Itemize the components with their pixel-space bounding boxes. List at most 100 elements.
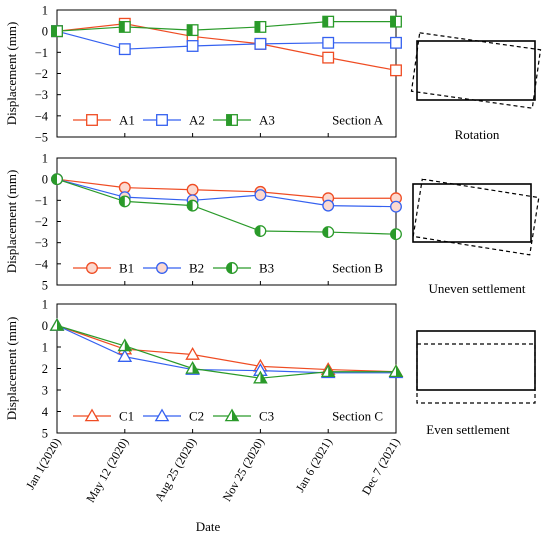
legend-entry-C2: C2 <box>143 408 204 424</box>
data-point <box>49 317 65 331</box>
data-point <box>322 226 335 239</box>
data-point <box>117 349 133 362</box>
x-tick-label: Nov 25 (2020) <box>220 436 267 504</box>
marker-square <box>156 114 168 126</box>
series-line <box>56 178 397 208</box>
y-tick-label: 1 <box>42 4 48 18</box>
data-point <box>186 183 199 196</box>
y-tick-label: −4 <box>35 257 49 271</box>
marker-square <box>254 37 267 50</box>
series-line <box>56 21 396 32</box>
legend-entry-B2: B2 <box>143 261 204 276</box>
x-tick-label: Dec 7 (2021) <box>359 435 403 497</box>
marker-square-fill <box>255 21 261 33</box>
marker-triangle-fill <box>232 409 239 421</box>
y-tick-label: 5 <box>42 427 48 441</box>
marker-triangle <box>154 408 170 422</box>
y-axis-label: Displacement (mm) <box>4 170 19 274</box>
data-point <box>118 20 131 33</box>
y-tick-label: −1 <box>35 46 48 60</box>
y-tick-label: −1 <box>35 194 48 208</box>
legend-label: A2 <box>189 113 205 128</box>
marker-triangle <box>84 408 100 422</box>
legend-label: B3 <box>259 261 274 276</box>
legend-entry-A2: A2 <box>143 113 205 128</box>
y-tick-label: 1 <box>42 152 48 166</box>
marker-circle-fill <box>322 226 329 238</box>
chart-panel-2: 1 0 −1 −2 −3 −4 5 Displacement (mm) B1 B2 B3 Sectio… <box>4 152 402 293</box>
marker-circle <box>86 262 98 274</box>
series-A3 <box>51 15 402 38</box>
series-B2 <box>51 173 402 213</box>
data-point <box>322 51 335 64</box>
y-tick-label: −2 <box>35 215 48 229</box>
legend-entry-C3: C3 <box>213 408 274 424</box>
series-B1 <box>51 173 402 205</box>
x-tick-label: Jan 6 (2021) <box>293 436 335 495</box>
legend-entry-A3: A3 <box>213 113 275 128</box>
legend-entry-B3: B3 <box>213 261 274 276</box>
legend-entry-A1: A1 <box>73 113 135 128</box>
y-tick-label: 1 <box>42 341 48 355</box>
displaced-outline <box>410 32 542 109</box>
legend-label: C2 <box>189 409 204 424</box>
y-tick-label: −3 <box>35 88 48 102</box>
data-point <box>390 228 402 241</box>
marker-triangle <box>185 347 200 360</box>
series-line <box>56 23 397 71</box>
marker-triangle-fill <box>192 362 199 374</box>
marker-circle <box>322 199 335 212</box>
marker-square-fill <box>187 24 193 36</box>
data-point <box>117 338 133 352</box>
x-tick-label: Aug 25 (2020) <box>152 436 199 504</box>
series-A1 <box>51 17 402 77</box>
marker-square-fill <box>226 114 232 126</box>
schematic-label: Rotation <box>455 127 500 142</box>
marker-square <box>118 43 131 56</box>
marker-circle <box>254 189 267 201</box>
series-C1 <box>49 317 404 378</box>
legend-label: C1 <box>119 409 134 424</box>
data-point <box>390 15 402 28</box>
marker-triangle-fill <box>396 365 403 377</box>
data-point <box>320 364 336 378</box>
series-B3 <box>51 173 402 241</box>
section-annotation: Section B <box>332 261 383 276</box>
data-point <box>390 64 402 77</box>
data-point <box>254 225 267 237</box>
schematic-label: Even settlement <box>426 422 510 437</box>
marker-circle-fill <box>255 225 261 237</box>
schematic-rotation: Rotation <box>410 32 542 142</box>
marker-triangle-fill <box>57 319 64 331</box>
legend-label: C3 <box>259 409 274 424</box>
marker-triangle <box>117 349 133 362</box>
series-line <box>56 178 397 235</box>
marker-square <box>86 114 98 126</box>
marker-square <box>322 51 335 64</box>
series-line <box>56 178 396 199</box>
displaced-outline <box>412 178 540 256</box>
marker-circle-fill <box>119 196 125 207</box>
data-point <box>186 40 199 52</box>
data-point <box>186 199 199 212</box>
legend-label: B1 <box>119 261 134 276</box>
data-point <box>186 24 199 37</box>
data-point <box>185 360 200 374</box>
displaced-outline <box>416 343 536 404</box>
data-point <box>390 36 402 49</box>
y-axis-label: Displacement (mm) <box>4 22 19 126</box>
y-tick-label: 0 <box>42 25 48 39</box>
marker-square-fill <box>390 16 396 27</box>
y-tick-label: 4 <box>42 405 49 419</box>
marker-triangle-fill <box>328 365 335 377</box>
section-annotation: Section C <box>332 409 383 424</box>
data-point <box>185 347 200 360</box>
data-point <box>322 36 335 49</box>
marker-triangle-fill <box>124 339 131 351</box>
schematic-even: Even settlement <box>416 330 536 437</box>
data-point <box>118 195 131 208</box>
y-tick-label: −3 <box>35 236 48 250</box>
y-tick-label: 0 <box>42 173 48 187</box>
marker-circle <box>156 262 168 274</box>
